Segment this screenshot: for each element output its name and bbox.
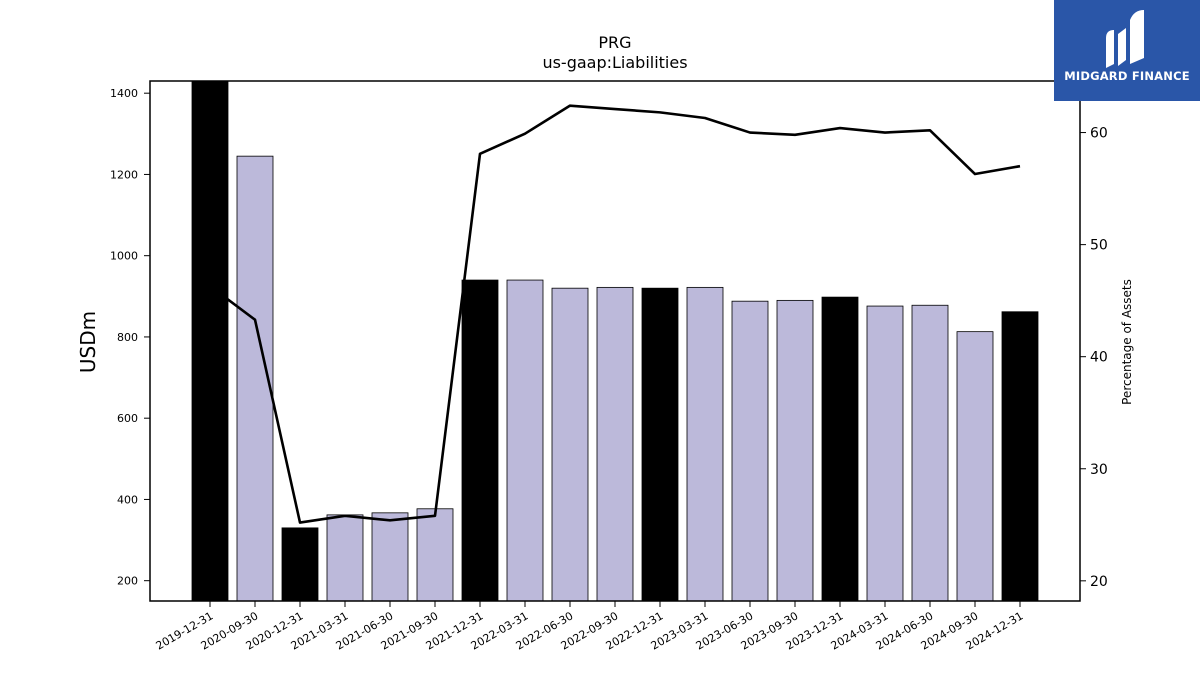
bar bbox=[371, 512, 409, 602]
bar bbox=[506, 279, 544, 602]
bar bbox=[911, 304, 949, 602]
logo-background bbox=[1054, 0, 1200, 101]
bar bbox=[551, 287, 589, 602]
y2-tick-label: 40 bbox=[1090, 350, 1108, 366]
bar bbox=[641, 287, 679, 602]
bar bbox=[956, 331, 994, 602]
y-tick-label: 800 bbox=[117, 331, 138, 344]
logo-text: MIDGARD FINANCE bbox=[1064, 69, 1190, 83]
bar bbox=[686, 286, 724, 602]
bar bbox=[776, 299, 814, 602]
chart-subtitle: us-gaap:Liabilities bbox=[542, 53, 687, 72]
bar bbox=[1001, 311, 1039, 602]
bar bbox=[461, 279, 499, 602]
logo-mark-icon bbox=[1106, 10, 1144, 68]
y-tick-label: 1200 bbox=[110, 168, 138, 181]
y-tick-label: 1000 bbox=[110, 250, 138, 263]
y-tick-label: 600 bbox=[117, 412, 138, 425]
midgard-finance-logo: MIDGARD FINANCE bbox=[1054, 0, 1200, 101]
bar bbox=[731, 300, 769, 602]
series-line bbox=[209, 104, 1021, 524]
y-tick-label: 400 bbox=[117, 493, 138, 506]
y2-tick-label: 50 bbox=[1090, 238, 1108, 254]
y-tick-label: 1400 bbox=[110, 87, 138, 100]
bar bbox=[281, 527, 319, 602]
y2-tick-label: 30 bbox=[1090, 462, 1108, 478]
y2-tick-label: 60 bbox=[1090, 126, 1108, 142]
y2-axis-label: Percentage of Assets bbox=[1120, 279, 1134, 405]
y-tick-label: 200 bbox=[117, 575, 138, 588]
y2-tick-label: 20 bbox=[1090, 574, 1108, 590]
y-axis-label: USDm bbox=[76, 311, 100, 373]
bar bbox=[596, 286, 634, 602]
bar bbox=[866, 305, 904, 602]
bar bbox=[326, 514, 364, 602]
bar bbox=[191, 80, 229, 602]
chart-title: PRG bbox=[598, 33, 631, 52]
bar bbox=[416, 508, 454, 602]
bar bbox=[821, 296, 859, 602]
